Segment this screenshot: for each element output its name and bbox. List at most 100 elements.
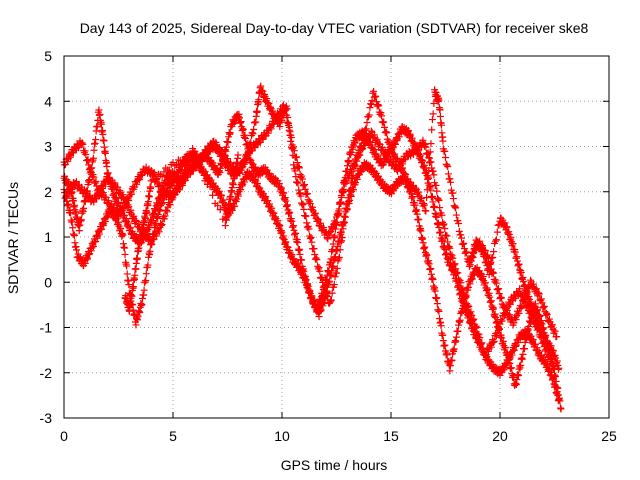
data-point bbox=[451, 203, 459, 211]
data-point bbox=[73, 246, 81, 254]
data-point bbox=[433, 187, 441, 195]
data-point bbox=[69, 224, 77, 232]
data-point bbox=[455, 220, 463, 228]
data-point bbox=[378, 112, 386, 120]
data-point bbox=[250, 125, 258, 133]
data-point bbox=[460, 239, 468, 247]
data-point bbox=[299, 200, 307, 208]
data-point bbox=[303, 223, 311, 231]
data-point bbox=[521, 345, 529, 353]
data-point bbox=[366, 104, 374, 112]
y-tick-label: 0 bbox=[44, 274, 52, 290]
chart-title: Day 143 of 2025, Sidereal Day-to-day VTE… bbox=[80, 20, 589, 36]
data-point bbox=[138, 171, 146, 179]
data-point bbox=[226, 129, 234, 137]
data-point bbox=[452, 333, 460, 341]
chart-marks bbox=[60, 82, 565, 413]
data-point bbox=[133, 254, 141, 262]
data-point bbox=[340, 219, 348, 227]
data-point bbox=[66, 189, 74, 197]
data-point bbox=[527, 276, 535, 284]
y-tick-label: 4 bbox=[44, 93, 52, 109]
data-point bbox=[147, 183, 155, 191]
data-point bbox=[401, 170, 409, 178]
data-point bbox=[333, 269, 340, 277]
data-point bbox=[439, 237, 447, 245]
data-point bbox=[371, 93, 379, 101]
data-point bbox=[329, 263, 337, 271]
data-point bbox=[496, 295, 504, 303]
data-point bbox=[545, 315, 553, 323]
data-point bbox=[125, 196, 133, 204]
data-point bbox=[293, 153, 301, 161]
data-point bbox=[379, 119, 387, 127]
x-axis-label: GPS time / hours bbox=[281, 457, 388, 473]
data-point bbox=[339, 225, 347, 233]
data-point bbox=[367, 100, 375, 108]
data-point bbox=[123, 262, 131, 270]
data-point bbox=[327, 297, 335, 305]
data-point bbox=[333, 264, 341, 272]
data-point bbox=[377, 109, 385, 117]
data-point bbox=[495, 290, 503, 298]
data-point bbox=[336, 246, 344, 254]
data-point bbox=[457, 234, 465, 242]
data-point bbox=[420, 200, 428, 207]
data-point bbox=[319, 278, 327, 286]
data-point bbox=[84, 156, 92, 164]
data-point bbox=[556, 397, 564, 405]
data-point bbox=[429, 110, 437, 118]
data-point bbox=[438, 121, 446, 129]
data-point bbox=[383, 129, 391, 137]
data-point bbox=[338, 237, 346, 245]
data-point bbox=[144, 261, 152, 269]
data-point bbox=[117, 210, 125, 218]
data-point bbox=[132, 321, 140, 329]
data-point bbox=[82, 150, 90, 158]
data-point bbox=[303, 219, 311, 227]
data-point bbox=[96, 110, 104, 118]
data-point bbox=[317, 274, 325, 282]
data-point bbox=[341, 213, 349, 221]
data-point bbox=[437, 322, 445, 330]
data-point bbox=[311, 251, 319, 259]
data-point bbox=[255, 96, 263, 104]
data-point bbox=[129, 213, 137, 221]
data-point bbox=[342, 204, 350, 212]
data-point bbox=[70, 232, 78, 240]
x-tick-label: 5 bbox=[169, 428, 177, 444]
data-point bbox=[297, 192, 305, 200]
data-point bbox=[458, 304, 466, 312]
data-point bbox=[444, 170, 452, 178]
y-tick-label: 2 bbox=[44, 184, 52, 200]
data-point bbox=[452, 211, 460, 219]
data-point bbox=[343, 201, 351, 209]
data-point bbox=[423, 251, 431, 259]
data-point bbox=[435, 307, 443, 315]
data-point bbox=[388, 146, 396, 154]
data-point bbox=[441, 224, 449, 232]
data-point bbox=[155, 180, 163, 188]
data-point bbox=[460, 245, 468, 253]
data-point bbox=[393, 154, 401, 162]
data-point bbox=[287, 137, 295, 145]
data-point bbox=[551, 327, 559, 335]
y-tick-label: 1 bbox=[44, 229, 52, 245]
data-point bbox=[318, 273, 326, 281]
data-point bbox=[492, 279, 500, 287]
data-point bbox=[337, 200, 345, 208]
data-point bbox=[149, 236, 157, 244]
data-point bbox=[490, 248, 498, 256]
data-point bbox=[495, 285, 503, 293]
data-point bbox=[415, 188, 423, 196]
data-point bbox=[443, 161, 451, 169]
data-point bbox=[411, 201, 419, 209]
data-point bbox=[130, 212, 138, 220]
data-point bbox=[457, 231, 465, 239]
data-point bbox=[441, 147, 449, 155]
data-point bbox=[489, 305, 497, 313]
data-point bbox=[497, 294, 505, 302]
data-point bbox=[537, 295, 545, 303]
data-point bbox=[433, 300, 441, 308]
data-point bbox=[436, 106, 444, 114]
